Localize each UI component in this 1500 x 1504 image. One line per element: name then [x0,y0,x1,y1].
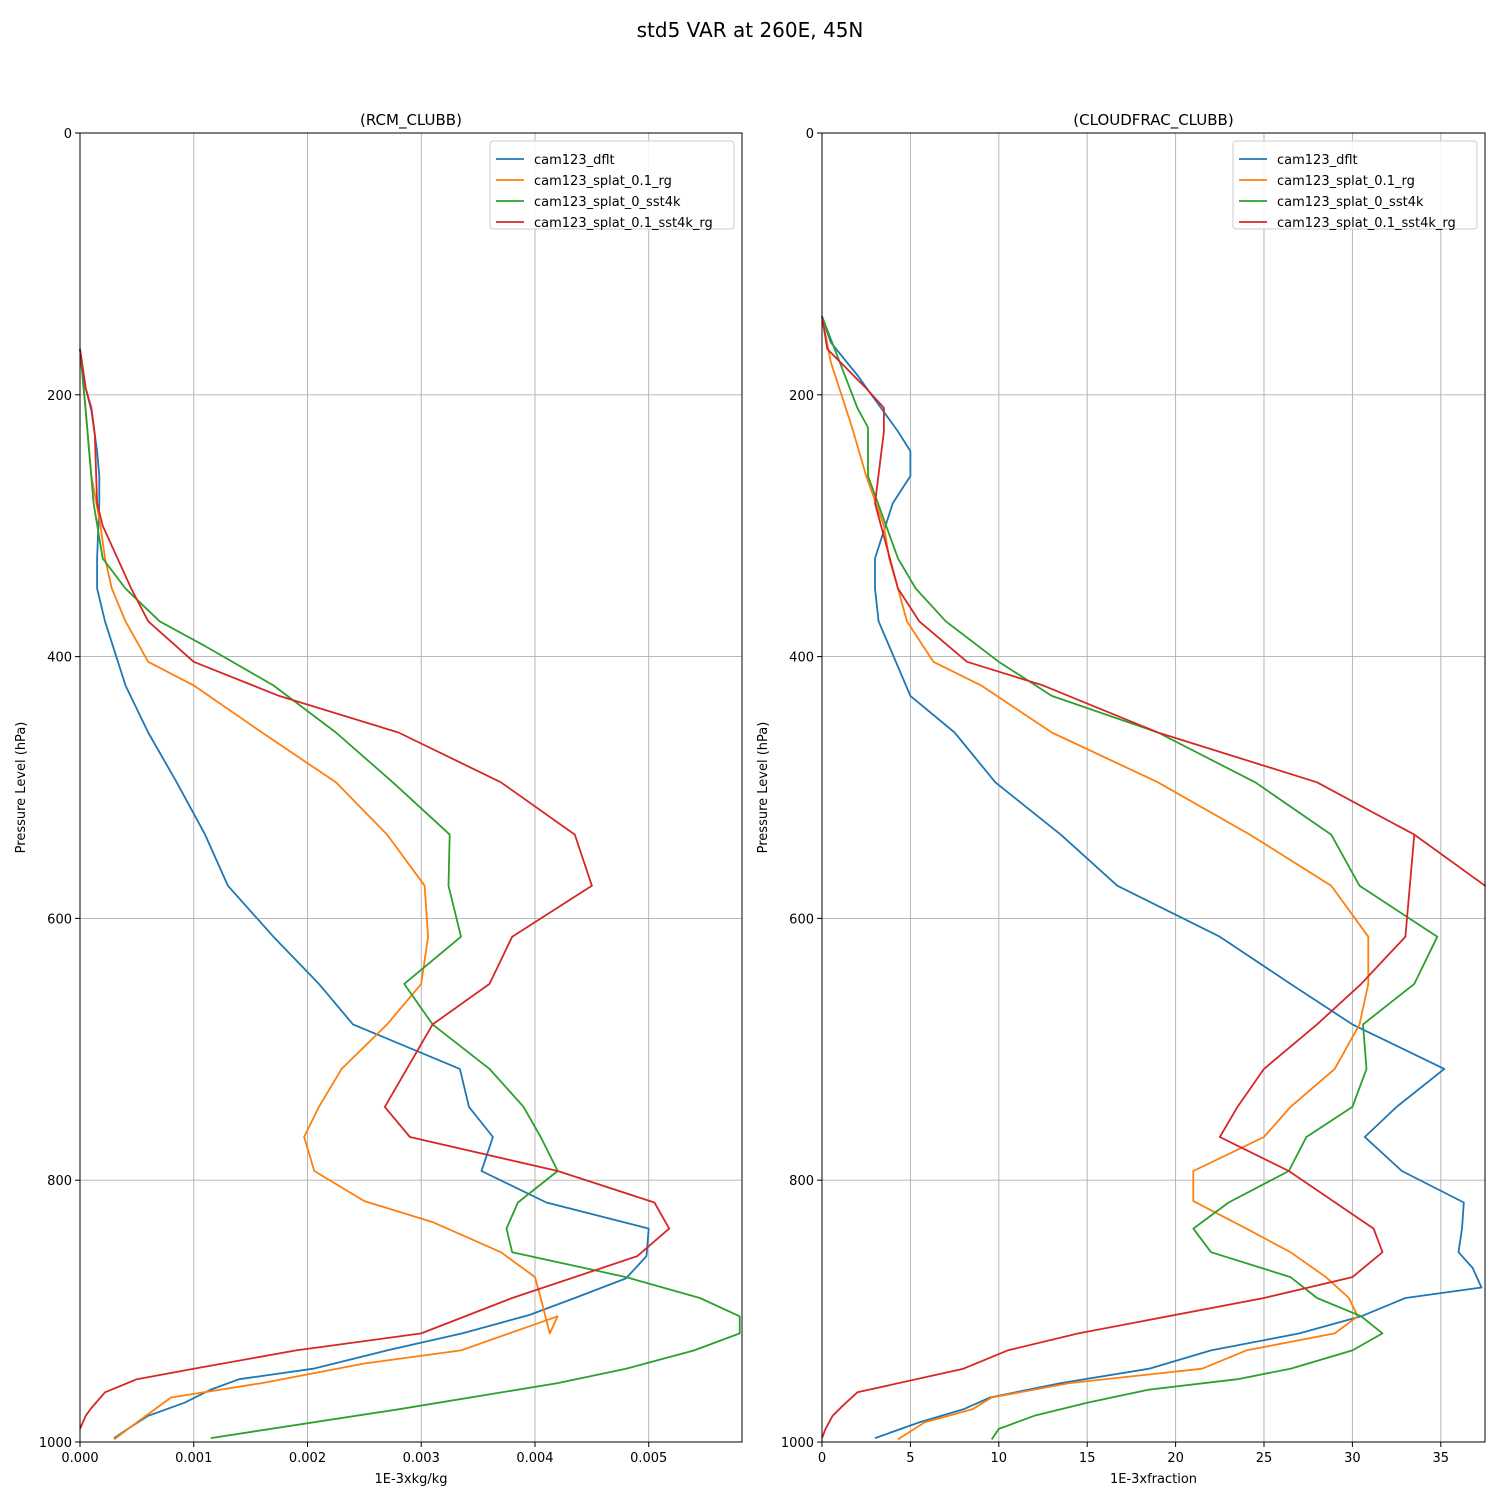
legend-label: cam123_splat_0.1_rg [1277,174,1415,189]
x-tick-label: 35 [1433,1451,1450,1466]
series-line-4 [79,348,671,1430]
x-tick-label: 0.002 [289,1451,326,1466]
legend-label: cam123_splat_0_sst4k [1277,195,1424,210]
y-tick-label: 800 [47,1174,72,1189]
x-tick-label: 0.004 [516,1451,553,1466]
legend-label: cam123_splat_0.1_rg [534,174,672,189]
series-line-2 [79,348,559,1441]
plot-frame [79,132,743,1443]
chart-title: (RCM_CLUBB) [360,111,462,130]
legend-label: cam123_splat_0.1_sst4k_rg [1277,216,1456,231]
y-tick-label: 400 [789,651,814,666]
y-tick-label: 400 [47,651,72,666]
x-tick-label: 0.000 [61,1451,98,1466]
legend: cam123_dflt cam123_splat_0.1_rg cam123_spl… [489,140,735,231]
y-tick-label: 200 [789,389,814,404]
plot-frame [821,132,1486,1443]
legend-label: cam123_dflt [1277,153,1358,168]
chart-panel-1: 0.000 0.001 0.002 0.003 0.004 0.005 0 200 400 600… [14,111,743,1487]
x-tick-label: 15 [1079,1451,1096,1466]
y-axis-label: Pressure Level (hPa) [756,722,771,854]
y-tick-label: 600 [789,912,814,927]
x-tick-label: 0 [818,1451,826,1466]
series-line-3 [79,348,741,1439]
series-line-4 [821,316,1486,1439]
x-axis-label: 1E-3xkg/kg [374,1472,447,1487]
x-tick-label: 25 [1256,1451,1273,1466]
x-tick-label: 0.003 [403,1451,440,1466]
y-tick-label: 1000 [39,1436,72,1451]
figure-title: std5 VAR at 260E, 45N [637,18,864,42]
x-tick-label: 5 [906,1451,914,1466]
series-line-1 [79,348,650,1439]
x-tick-label: 30 [1344,1451,1361,1466]
y-tick-label: 0 [806,127,814,142]
legend-label: cam123_splat_0.1_sst4k_rg [534,216,713,231]
legend-label: cam123_dflt [534,153,615,168]
series-line-3 [821,315,1439,1440]
legend-box [489,140,735,230]
x-tick-label: 20 [1167,1451,1184,1466]
series-line-1 [821,316,1483,1439]
y-tick-label: 1000 [781,1436,814,1451]
chart-title: (CLOUDFRAC_CLUBB) [1073,111,1233,130]
legend: cam123_dflt cam123_splat_0.1_rg cam123_spl… [1232,140,1478,231]
chart-panel-2: 0 5 10 15 20 25 30 35 0 200 400 600 800 1000 (CLOUDFRA… [756,111,1486,1487]
y-tick-label: 0 [64,127,72,142]
x-axis-label: 1E-3xfraction [1110,1472,1197,1487]
y-tick-label: 600 [47,912,72,927]
y-tick-label: 200 [47,389,72,404]
x-tick-label: 10 [991,1451,1008,1466]
legend-box [1232,140,1478,230]
legend-label: cam123_splat_0_sst4k [534,195,681,210]
x-tick-label: 0.001 [175,1451,212,1466]
y-axis-label: Pressure Level (hPa) [14,722,29,854]
y-tick-label: 800 [789,1174,814,1189]
x-tick-label: 0.005 [630,1451,667,1466]
